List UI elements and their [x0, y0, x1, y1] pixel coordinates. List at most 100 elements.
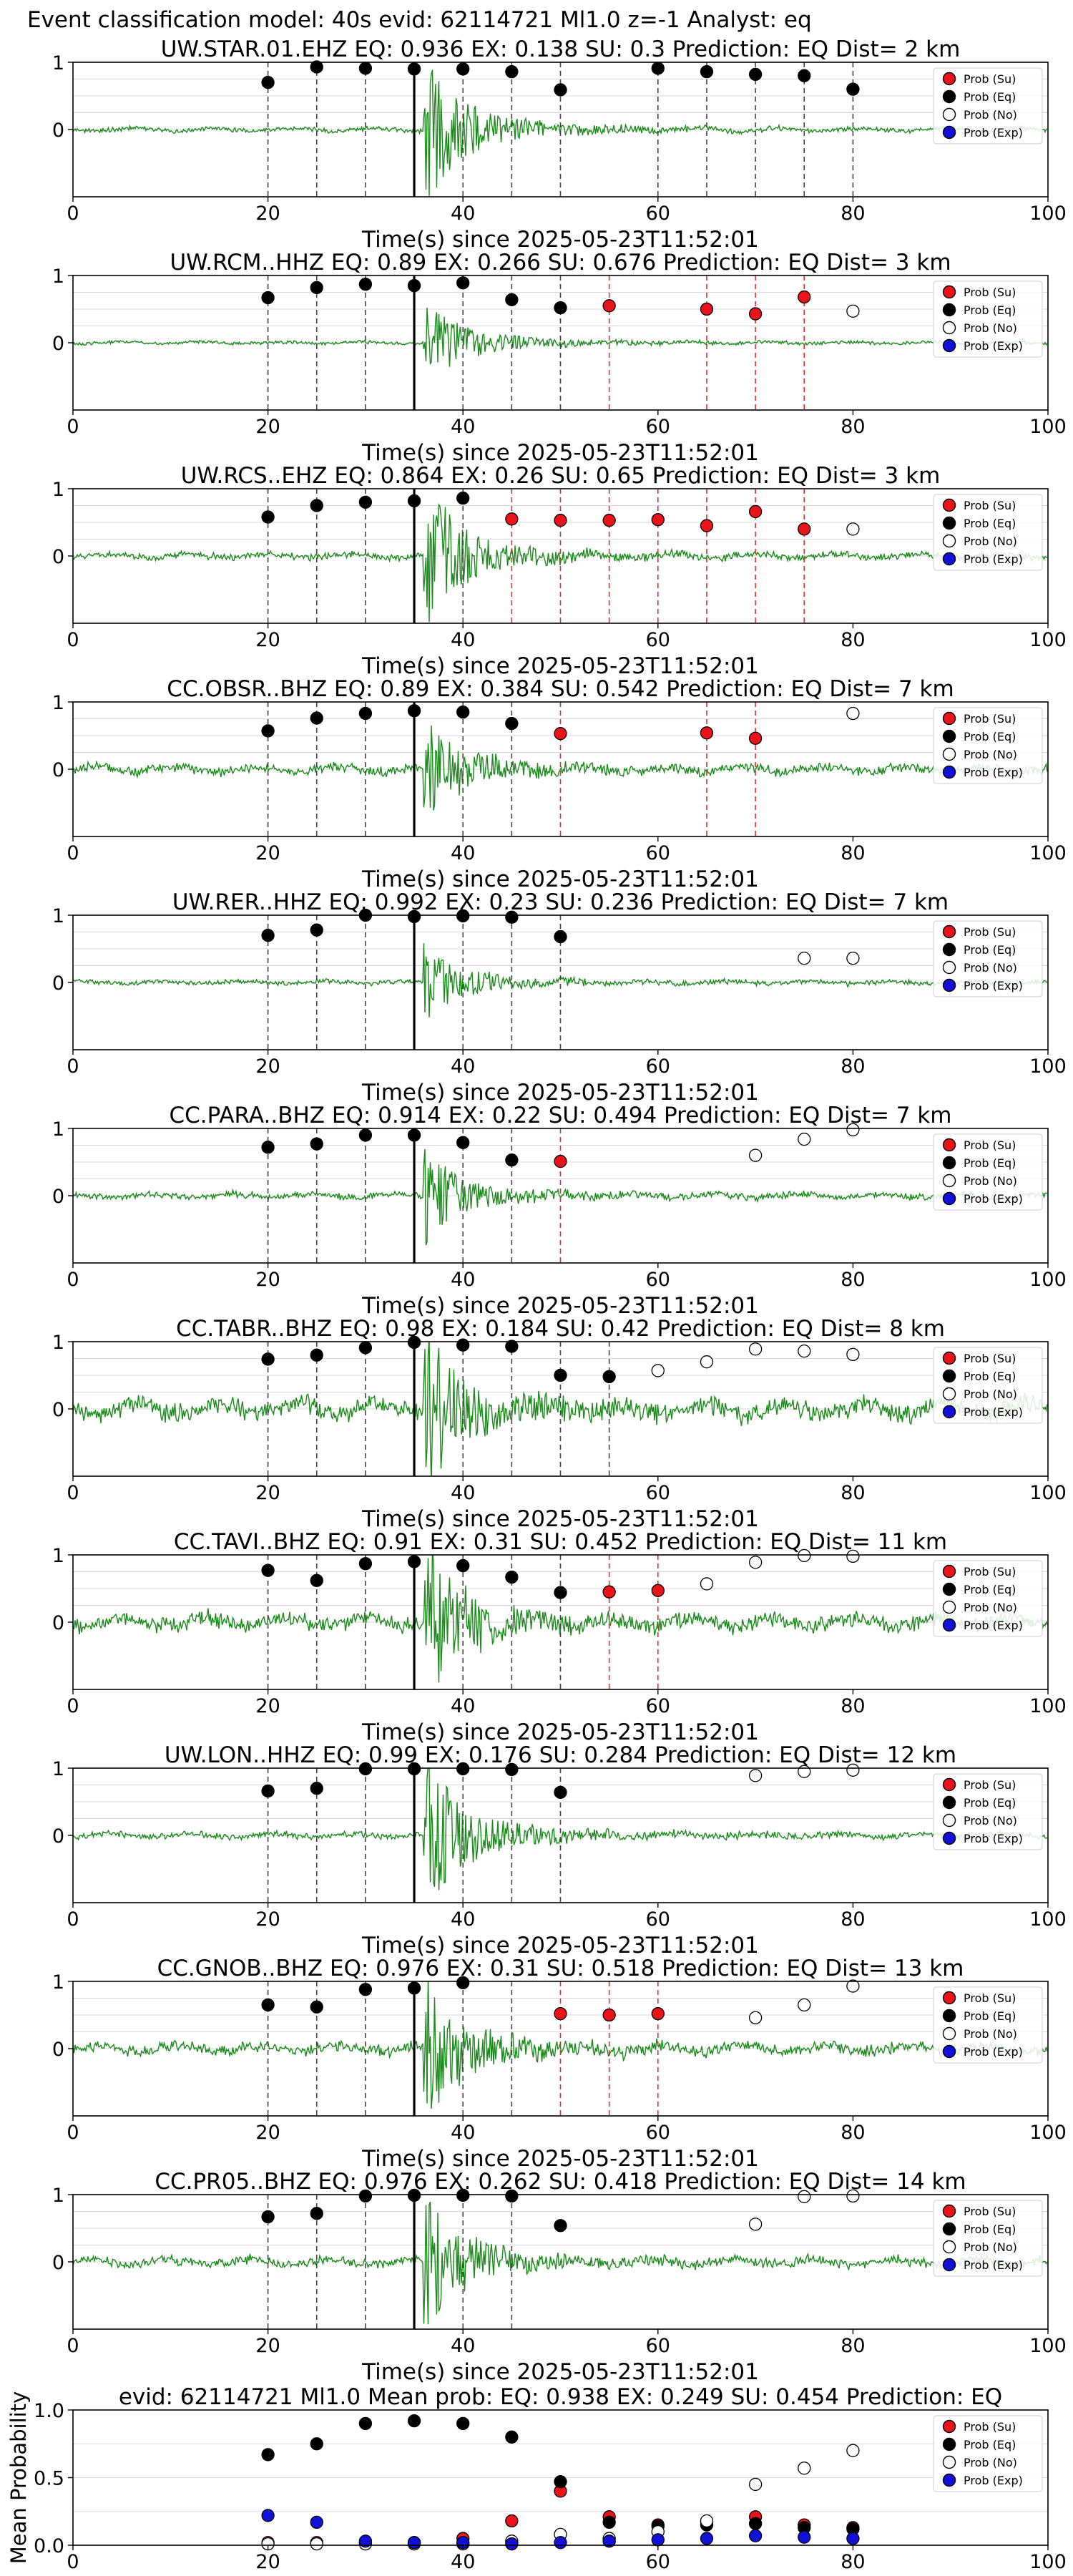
x-tick-label: 60 [646, 1269, 670, 1291]
series-probeq [261, 2188, 567, 2233]
legend-frame [933, 707, 1043, 784]
x-tick-label: 0 [67, 1055, 79, 1078]
legend-marker [942, 978, 956, 992]
legend-frame [933, 280, 1043, 358]
data-point [846, 1763, 860, 1777]
legend-marker [942, 747, 956, 761]
legend-marker [942, 125, 956, 140]
y-tick-label: 0 [52, 759, 64, 781]
legend-label: Prob (Su) [964, 2205, 1016, 2218]
data-point [456, 62, 470, 76]
data-point [798, 1345, 811, 1358]
series-probeq [261, 704, 519, 738]
panel-8: CC.TAVI..BHZ EQ: 0.91 EX: 0.31 SU: 0.452… [52, 1529, 1067, 1745]
legend-label: Prob (Exp) [964, 339, 1023, 353]
x-tick-label: 20 [255, 2122, 280, 2144]
data-point [358, 706, 373, 721]
series-probeq [261, 1762, 567, 1799]
x-tick-label: 0 [67, 629, 79, 651]
x-tick-label: 80 [841, 1269, 865, 1291]
waveform [73, 2201, 1048, 2325]
x-tick-label: 80 [841, 1055, 865, 1078]
x-tick-label: 20 [255, 416, 280, 438]
legend-marker [942, 960, 956, 975]
data-point [846, 1979, 860, 1993]
legend-marker [942, 1369, 956, 1383]
x-tick-label: 60 [646, 1482, 670, 1504]
data-point [700, 1577, 714, 1591]
x-tick-label: 0 [67, 1269, 79, 1291]
legend-marker [942, 2437, 956, 2451]
x-axis-label: Time(s) since 2025-05-23T11:52:01 [361, 227, 759, 253]
legend-label: Prob (Eq) [964, 2009, 1016, 2023]
legend-marker [942, 1387, 956, 1401]
data-point [748, 731, 763, 745]
data-point [261, 1352, 275, 1366]
series-probsu [505, 504, 811, 536]
data-point [554, 2475, 567, 2489]
data-point [554, 727, 567, 741]
data-point [700, 2514, 714, 2528]
legend-label: Prob (Exp) [964, 979, 1023, 992]
data-point [554, 1154, 567, 1169]
data-point [407, 704, 421, 718]
legend-label: Prob (No) [964, 2027, 1017, 2041]
legend-label: Prob (Exp) [964, 2474, 1023, 2487]
panel-6: CC.PARA..BHZ EQ: 0.914 EX: 0.22 SU: 0.49… [52, 1103, 1067, 1319]
legend-marker [942, 303, 956, 317]
x-tick-label: 40 [451, 2335, 475, 2357]
legend-frame [933, 920, 1043, 997]
x-tick-label: 0 [67, 2551, 79, 2573]
legend-label: Prob (Su) [964, 1138, 1016, 1152]
data-point [310, 1348, 323, 1362]
x-tick-label: 60 [646, 203, 670, 225]
data-point [505, 1340, 519, 1353]
data-point [846, 2532, 860, 2545]
legend-label: Prob (No) [964, 748, 1017, 761]
panel-10: CC.GNOB..BHZ EQ: 0.976 EX: 0.31 SU: 0.51… [52, 1956, 1067, 2172]
legend-label: Prob (No) [964, 2456, 1017, 2469]
x-tick-label: 0 [67, 2122, 79, 2144]
legend-marker [942, 552, 956, 566]
legend-label: Prob (Exp) [964, 766, 1023, 779]
legend-label: Prob (No) [964, 535, 1017, 548]
x-tick-label: 80 [841, 1482, 865, 1504]
legend-marker [942, 89, 956, 104]
data-point [407, 494, 421, 508]
legend-marker [942, 924, 956, 939]
series-probno [846, 706, 860, 721]
legend-marker [942, 2240, 956, 2254]
panel-title: CC.PARA..BHZ EQ: 0.914 EX: 0.22 SU: 0.49… [169, 1103, 951, 1128]
y-axis-label: Mean Probability [6, 2391, 31, 2565]
legend-marker [942, 765, 956, 779]
x-tick-label: 100 [1029, 1269, 1067, 1291]
data-point [407, 1762, 421, 1776]
x-tick-label: 100 [1029, 203, 1067, 225]
series-probno [651, 1342, 860, 1377]
data-point [554, 2536, 567, 2550]
legend-label: Prob (Exp) [964, 1832, 1023, 1845]
y-tick-label: 0 [52, 1825, 64, 1848]
legend-label: Prob (Su) [964, 925, 1016, 939]
data-point [505, 65, 519, 79]
data-point [456, 2188, 470, 2202]
data-point [602, 2534, 616, 2548]
data-point [261, 1563, 275, 1577]
y-tick-label: 0 [52, 1186, 64, 1208]
legend-label: Prob (Exp) [964, 1405, 1023, 1419]
data-point [310, 711, 323, 725]
legend-frame [933, 1133, 1043, 1211]
data-point [358, 1762, 373, 1776]
y-tick-label: 1 [52, 479, 64, 501]
legend-label: Prob (Eq) [964, 517, 1016, 530]
x-tick-label: 100 [1029, 2335, 1067, 2357]
data-point [748, 2218, 763, 2231]
legend-marker [942, 534, 956, 548]
data-point [846, 952, 860, 965]
data-point [602, 299, 616, 313]
data-point [407, 278, 421, 293]
y-tick-label: 1.0 [34, 2400, 64, 2422]
data-point [261, 1998, 275, 2012]
panel-title: UW.RER..HHZ EQ: 0.992 EX: 0.23 SU: 0.236… [172, 889, 949, 915]
data-point [748, 307, 763, 321]
